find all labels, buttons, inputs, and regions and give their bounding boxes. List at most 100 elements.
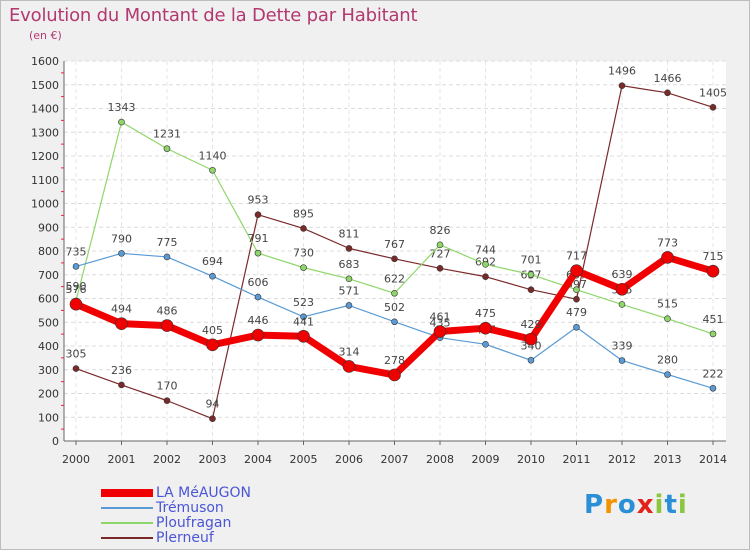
- data-label-plerneuf: 170: [157, 380, 178, 393]
- y-tick-label: 1500: [31, 79, 59, 92]
- y-tick-label: 700: [38, 269, 59, 282]
- x-tick-label: 2003: [199, 453, 227, 466]
- legend-item-tr-muson: Trémuson: [101, 500, 341, 516]
- data-point-plerneuf: [209, 415, 216, 422]
- data-label-plerneuf: 727: [430, 247, 451, 260]
- data-point-ploufragan: [573, 286, 580, 294]
- data-label-tr-muson: 606: [248, 276, 269, 289]
- x-tick-label: 2014: [699, 453, 727, 466]
- data-label-tr-muson: 790: [111, 232, 132, 245]
- x-tick-label: 2012: [608, 453, 636, 466]
- data-label-ploufragan: 590: [66, 280, 87, 293]
- data-point-plerneuf: [527, 286, 535, 294]
- data-label-tr-muson: 280: [657, 354, 678, 367]
- data-point-la-m-augon: [433, 325, 447, 338]
- y-tick-label: 1600: [31, 55, 59, 68]
- legend-label: Plerneuf: [156, 530, 214, 546]
- data-point-la-m-augon: [206, 338, 219, 352]
- data-point-ploufragan: [300, 264, 307, 271]
- data-label-ploufragan: 622: [384, 272, 405, 285]
- legend-swatch: [101, 522, 153, 524]
- data-point-la-m-augon: [160, 319, 174, 332]
- x-tick-label: 2002: [153, 453, 181, 466]
- data-label-tr-muson: 479: [566, 306, 587, 319]
- y-tick-label: 300: [38, 364, 59, 377]
- x-tick-label: 2000: [62, 453, 90, 466]
- y-tick-label: 800: [38, 245, 59, 258]
- chart-title: Evolution du Montant de la Dette par Hab…: [9, 5, 418, 26]
- data-point-tr-muson: [391, 318, 398, 326]
- data-point-ploufragan: [618, 301, 626, 308]
- data-point-la-m-augon: [570, 264, 583, 278]
- data-point-plerneuf: [345, 245, 353, 252]
- data-point-tr-muson: [709, 384, 717, 392]
- x-tick-label: 2013: [654, 453, 682, 466]
- x-tick-label: 2010: [517, 453, 545, 466]
- data-point-tr-muson: [527, 356, 535, 364]
- data-label-tr-muson: 339: [612, 339, 633, 352]
- data-label-tr-muson: 694: [202, 255, 223, 268]
- data-label-la-m-augon: 576: [66, 283, 87, 296]
- data-point-la-m-augon: [115, 317, 128, 330]
- logo-letter: i: [677, 490, 688, 520]
- logo-letter: r: [604, 490, 618, 520]
- data-label-tr-muson: 502: [384, 301, 405, 314]
- y-tick-label: 400: [38, 340, 59, 353]
- data-label-la-m-augon: 717: [566, 250, 587, 263]
- data-label-plerneuf: 1466: [654, 72, 682, 85]
- data-label-plerneuf: 1405: [699, 86, 727, 99]
- data-point-plerneuf: [709, 104, 717, 111]
- data-point-ploufragan: [436, 241, 444, 249]
- legend-item-plerneuf: Plerneuf: [101, 530, 341, 546]
- data-point-la-m-augon: [297, 329, 310, 343]
- data-point-la-m-augon: [69, 297, 83, 311]
- x-tick-label: 2004: [244, 453, 272, 466]
- data-point-ploufragan: [664, 315, 671, 322]
- legend-label: Ploufragan: [156, 515, 232, 531]
- data-point-ploufragan: [391, 289, 398, 297]
- legend-label: LA MéAUGON: [156, 485, 252, 501]
- data-label-tr-muson: 571: [339, 284, 360, 297]
- y-tick-label: 0: [52, 435, 59, 448]
- data-label-plerneuf: 236: [111, 364, 132, 377]
- data-point-ploufragan: [527, 271, 535, 278]
- data-point-ploufragan: [709, 330, 717, 338]
- data-point-tr-muson: [300, 313, 307, 321]
- data-point-la-m-augon: [479, 321, 492, 335]
- y-tick-label: 200: [38, 388, 59, 401]
- legend-swatch: [101, 537, 153, 539]
- data-label-la-m-augon: 494: [111, 303, 132, 316]
- data-point-plerneuf: [254, 211, 262, 218]
- data-point-tr-muson: [209, 272, 216, 280]
- data-label-plerneuf: 953: [248, 194, 269, 207]
- x-tick-label: 2008: [426, 453, 454, 466]
- data-label-ploufragan: 515: [657, 298, 678, 311]
- logo-letter: P: [584, 490, 605, 520]
- data-point-tr-muson: [345, 302, 353, 309]
- data-point-tr-muson: [618, 357, 626, 364]
- data-point-la-m-augon: [251, 328, 265, 342]
- logo-letter: i: [654, 490, 665, 520]
- y-tick-label: 1400: [31, 103, 59, 116]
- data-point-tr-muson: [72, 263, 80, 270]
- x-tick-label: 2009: [472, 453, 500, 466]
- y-tick-label: 1200: [31, 150, 59, 163]
- data-point-ploufragan: [345, 275, 353, 283]
- data-point-ploufragan: [209, 166, 216, 174]
- data-label-la-m-augon: 461: [430, 311, 451, 324]
- x-tick-label: 2001: [108, 453, 136, 466]
- data-point-plerneuf: [482, 273, 489, 280]
- data-point-ploufragan: [254, 249, 262, 257]
- data-label-plerneuf: 811: [339, 227, 360, 240]
- legend-item-la-m-augon: LA MéAUGON: [101, 485, 341, 501]
- logo-letter: t: [664, 490, 678, 520]
- legend-label: Trémuson: [156, 500, 224, 516]
- data-point-la-m-augon: [342, 360, 356, 373]
- data-point-tr-muson: [573, 323, 580, 331]
- data-point-la-m-augon: [388, 368, 401, 382]
- y-tick-label: 900: [38, 221, 59, 234]
- data-label-la-m-augon: 314: [339, 345, 360, 358]
- data-label-la-m-augon: 405: [202, 324, 223, 337]
